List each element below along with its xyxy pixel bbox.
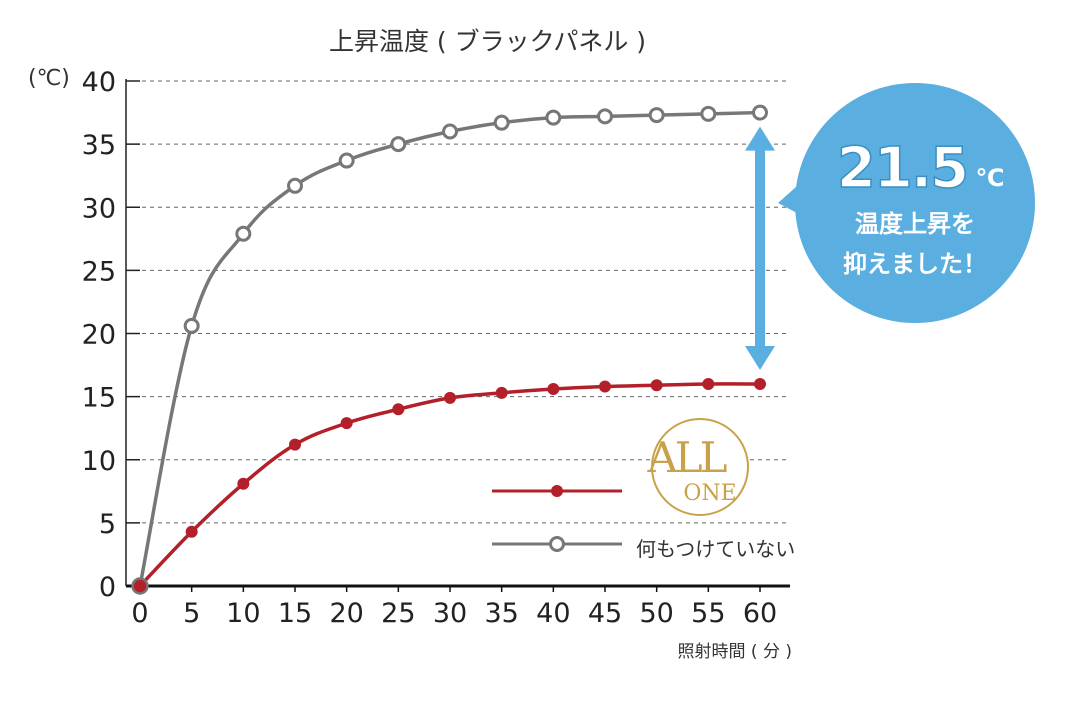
data-point-allone	[185, 525, 198, 538]
y-tick-label: 0	[99, 572, 116, 603]
bubble-line-1: 温度上昇を	[855, 210, 975, 238]
y-tick-label: 20	[82, 320, 116, 351]
data-point-allone	[702, 378, 715, 390]
y-tick-label: 15	[82, 383, 116, 414]
series-line-none	[138, 110, 761, 587]
arrow-head-up	[745, 126, 775, 151]
x-tick-labels: 0 5 10 15 20 25 30 35 40 45 50 55 60	[131, 598, 777, 629]
series-group	[131, 104, 768, 595]
arrow-head-down	[745, 346, 775, 370]
y-tick-label: 40	[82, 67, 116, 98]
data-point-allone	[340, 417, 353, 430]
x-tick-label: 60	[743, 598, 777, 629]
bubble-circle	[795, 83, 1035, 323]
data-point-none	[338, 152, 355, 169]
logo-text-all: ALL	[646, 433, 726, 482]
y-tick-label: 30	[82, 193, 116, 224]
y-tick-label: 25	[82, 256, 116, 287]
data-point-none	[648, 107, 665, 124]
data-point-none	[442, 123, 458, 140]
bubble-unit: ℃	[975, 164, 1004, 192]
x-tick-label: 35	[484, 598, 518, 629]
x-axis-label: 照射時間 ( 分 )	[677, 642, 792, 662]
x-tick-label: 20	[329, 598, 363, 629]
data-point-allone	[754, 378, 766, 390]
y-tick-label: 10	[82, 446, 116, 477]
data-point-none	[493, 114, 510, 131]
x-tick-label: 55	[691, 598, 725, 629]
logo-circle	[651, 418, 749, 516]
x-tick-label: 45	[588, 598, 622, 629]
x-tick-label: 30	[433, 598, 467, 629]
x-tick-label: 25	[381, 598, 415, 629]
data-point-none	[287, 177, 303, 194]
data-point-allone	[547, 383, 560, 396]
data-point-allone	[289, 438, 301, 451]
chart-title: 上昇温度 ( ブラックパネル )	[328, 27, 647, 56]
axes	[125, 79, 790, 592]
bubble-line-2: 抑えました！	[843, 250, 987, 278]
y-tick-label: 35	[82, 130, 116, 161]
data-point-none	[390, 136, 407, 153]
logo-text-one: ONE	[683, 481, 736, 506]
data-point-none	[752, 104, 768, 121]
data-point-none	[235, 225, 252, 242]
data-point-none	[545, 109, 562, 126]
x-tick-label: 40	[536, 598, 570, 629]
x-tick-label: 50	[639, 598, 673, 629]
data-point-allone	[237, 477, 250, 490]
y-tick-labels: 0 5 10 15 20 25 30 35 40	[82, 67, 116, 603]
data-point-allone	[444, 391, 456, 404]
x-tick-label: 15	[278, 598, 312, 629]
data-point-allone	[599, 380, 611, 393]
data-point-allone	[650, 379, 663, 392]
y-tick-label: 5	[99, 509, 116, 540]
arrow-shaft	[755, 144, 765, 352]
data-point-none	[700, 105, 717, 122]
legend-marker-allone	[551, 485, 563, 497]
data-point-allone	[392, 403, 405, 416]
x-tick-label: 5	[183, 598, 200, 629]
origin-point	[131, 577, 149, 595]
bubble-value: 21.5	[837, 136, 967, 201]
x-tick-label: 10	[226, 598, 260, 629]
data-point-none	[183, 317, 200, 334]
x-tick-label: 0	[131, 598, 148, 629]
legend-marker-none	[549, 536, 565, 552]
data-point-allone	[495, 386, 508, 399]
data-point-none	[597, 108, 613, 125]
legend-label-none: 何もつけていない	[636, 537, 796, 561]
difference-arrow	[745, 126, 775, 370]
y-axis-unit: (℃)	[28, 66, 70, 91]
